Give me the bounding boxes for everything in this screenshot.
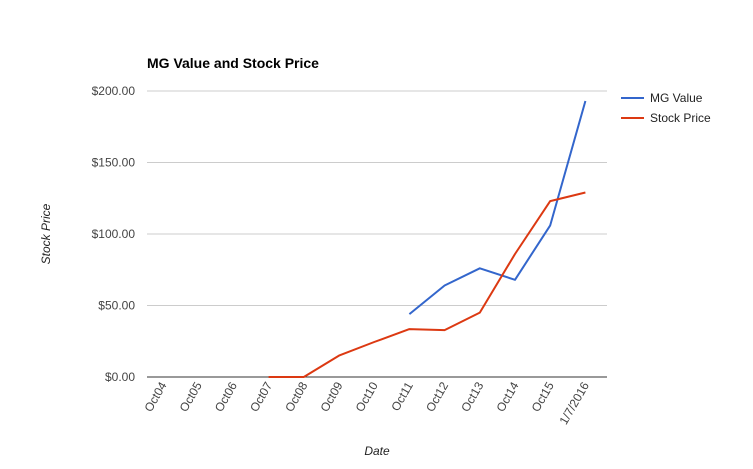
y-tick-label: $200.00 <box>92 84 136 98</box>
chart-title: MG Value and Stock Price <box>147 55 319 71</box>
y-tick-label: $0.00 <box>105 370 135 384</box>
y-tick-labels: $0.00 $50.00 $100.00 $150.00 $200.00 <box>92 84 136 384</box>
legend-label: MG Value <box>650 91 703 105</box>
legend: MG Value Stock Price <box>621 91 711 125</box>
series-line-mg-value <box>408 100 587 315</box>
y-tick-label: $50.00 <box>98 299 135 313</box>
x-axis-label: Date <box>364 444 390 458</box>
grid <box>147 90 607 378</box>
series-line-stock-price <box>268 191 586 378</box>
y-axis-label: Stock Price <box>39 203 53 264</box>
y-tick-label: $100.00 <box>92 227 136 241</box>
series-lines <box>268 100 587 378</box>
legend-label: Stock Price <box>650 111 711 125</box>
y-tick-label: $150.00 <box>92 156 136 170</box>
